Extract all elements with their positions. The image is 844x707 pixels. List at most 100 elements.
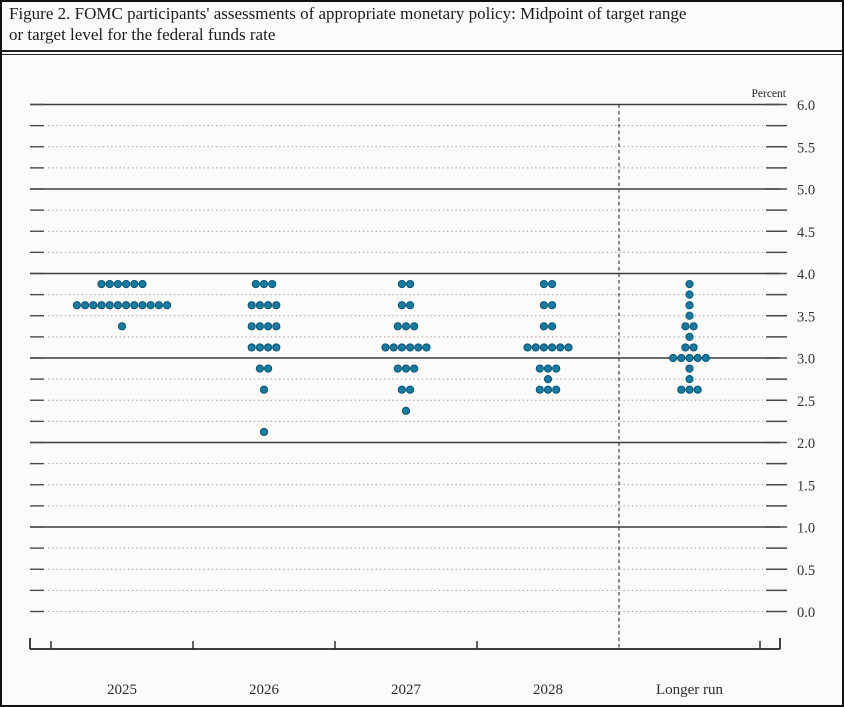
fomc-dot [685,353,694,363]
fomc-dot [89,301,98,310]
fomc-dot [401,322,411,331]
fomc-dot [389,343,398,352]
fomc-dot [393,364,402,373]
percent-unit-label: Percent [752,88,787,100]
fomc-dot [264,343,273,352]
fomc-dot [539,301,549,310]
fomc-dot [72,301,82,310]
fomc-dot [548,322,557,331]
fomc-dot [677,385,686,394]
fomc-dot [130,301,139,310]
fomc-dot [113,301,123,310]
fomc-dot [685,332,694,341]
fomc-dot [564,343,573,352]
y-axis-label: 2.0 [797,436,815,452]
x-axis-label: 2028 [533,682,563,698]
fomc-dot [264,301,273,310]
fomc-dot [406,385,415,394]
x-axis-label: 2025 [107,682,137,698]
fomc-dot [548,343,557,352]
fomc-dot [105,279,114,289]
fomc-dot [259,427,269,437]
fomc-dot [138,279,147,289]
fomc-dot [255,343,264,352]
fomc-dot [685,385,694,394]
fomc-dot [130,279,139,289]
fomc-dot [689,322,698,331]
fomc-dot [535,385,544,394]
y-axis-label: 2.5 [797,394,815,410]
fomc-dot [255,364,264,373]
fomc-dot [422,343,431,352]
fomc-dot [414,343,423,352]
fomc-dot [81,301,90,310]
y-axis-label: 3.5 [797,309,815,325]
fomc-dot [539,343,549,352]
fomc-dot [401,364,411,373]
fomc-dot [117,322,127,331]
figure-title-line-1: Figure 2. FOMC participants' assessments… [9,4,687,23]
fomc-dot [539,279,549,289]
figure-title-line-2: or target level for the federal funds ra… [9,25,276,44]
fomc-dot [259,385,269,394]
fomc-dot [548,279,557,289]
y-axis-label: 3.0 [797,352,815,368]
fomc-dot [531,343,540,352]
fomc-dot [681,343,690,352]
fomc-dot [693,353,702,363]
fomc-dot [163,301,172,310]
x-axis-label: 2027 [391,682,422,698]
fomc-dot [272,322,281,331]
fomc-dot [401,406,411,415]
fomc-dot [138,301,147,310]
title-separator-rule-thick [2,50,842,52]
fomc-dot [685,301,694,310]
y-axis-label: 5.0 [797,183,815,199]
fomc-dot [669,353,678,363]
fomc-dot [523,343,532,352]
x-axis-label: Longer run [656,682,724,698]
fomc-dot [146,301,155,310]
fomc-dot [548,301,557,310]
fomc-dot [247,343,256,352]
x-axis-label: 2026 [249,682,280,698]
fomc-dot [410,322,419,331]
fomc-dot [397,301,406,310]
fomc-dot [397,385,406,394]
fomc-dot [259,279,269,289]
fomc-dot [105,301,114,310]
fomc-dot [268,279,277,289]
y-axis-label: 5.5 [797,140,815,156]
fomc-dot [543,364,553,373]
fomc-dot [272,343,281,352]
fomc-dot [397,343,406,352]
fomc-dot [255,322,264,331]
fomc-dot [685,311,694,320]
fomc-dot [685,279,694,289]
fomc-dot [539,322,549,331]
fomc-dot [272,301,281,310]
fomc-dot [393,322,402,331]
fomc-dot [689,343,698,352]
fomc-dot [681,322,690,331]
fomc-dot [693,385,702,394]
fomc-dot [552,385,561,394]
fomc-dot [552,364,561,373]
figure-title: Figure 2. FOMC participants' assessments… [9,3,833,45]
fomc-dot [410,364,419,373]
fomc-dot [113,279,123,289]
fomc-dot [122,301,131,310]
fomc-dot [154,301,163,310]
fomc-dot [677,353,686,363]
fomc-dot [397,279,406,289]
fomc-dot [264,364,273,373]
y-axis-label: 0.5 [797,563,815,579]
y-axis-label: 1.5 [797,478,815,494]
fomc-dot [685,290,694,299]
fomc-dot [406,301,415,310]
fomc-dot [264,322,273,331]
y-axis-label: 0.0 [797,605,815,621]
y-axis-label: 4.0 [797,267,815,283]
fomc-dot [255,301,264,310]
